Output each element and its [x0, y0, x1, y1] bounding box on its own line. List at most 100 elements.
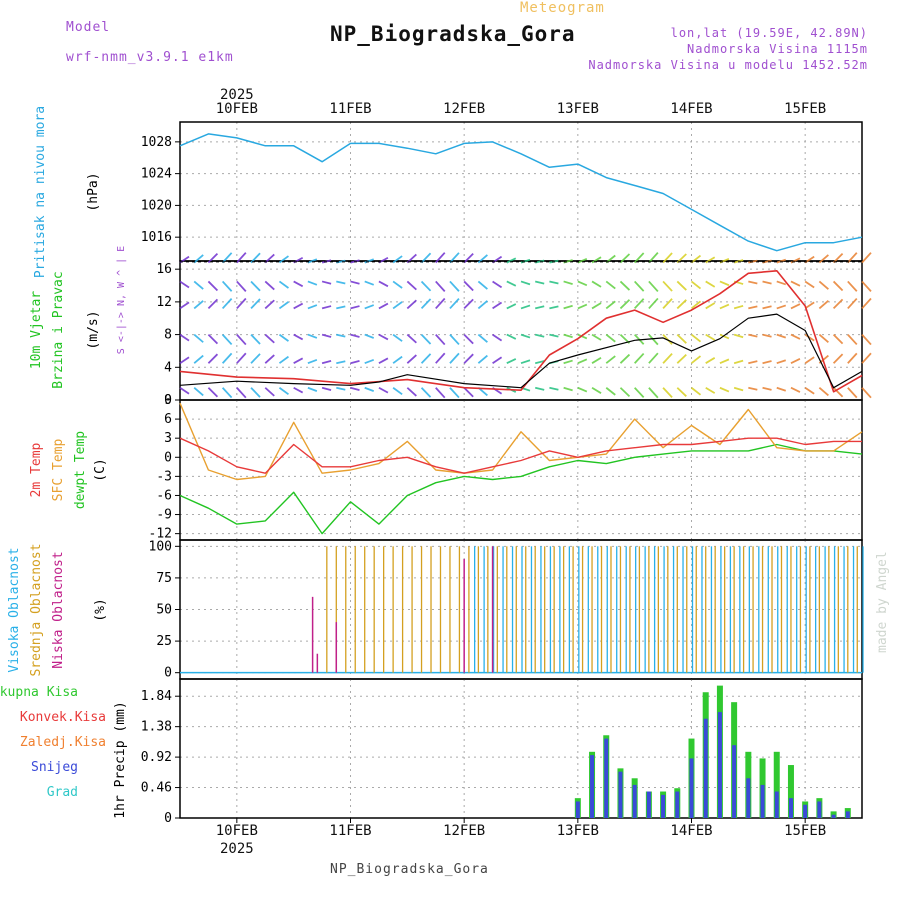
wind-barb — [520, 333, 531, 339]
wind-barb — [676, 387, 687, 397]
y-tick-label: 100 — [149, 539, 172, 554]
wind-barb — [605, 333, 616, 343]
wind-barb — [449, 280, 460, 292]
precip-bars — [180, 685, 862, 819]
wind-barb — [818, 387, 829, 397]
wind-barb — [563, 304, 573, 310]
meteogram-subtitle: Meteogram — [520, 0, 605, 16]
wind-barb — [776, 333, 787, 339]
wind-barb — [435, 280, 446, 293]
wind-barb — [662, 252, 673, 264]
cloud-side-label-3: Niska Oblacnost — [51, 551, 66, 668]
snow-bar — [618, 771, 623, 818]
wind-barb — [221, 252, 233, 264]
wind-side-label-2: Brzina i Pravac — [51, 271, 66, 388]
wind-barb — [250, 252, 261, 264]
wind-barb — [861, 352, 872, 364]
wind-barb — [818, 333, 829, 343]
wind-barb — [605, 387, 616, 396]
y-tick-label: -3 — [156, 469, 172, 484]
wind-barb — [563, 386, 573, 392]
wind-barb — [250, 280, 261, 292]
wind-barb — [690, 355, 702, 364]
wind-barb — [207, 333, 219, 345]
wind-speed-line — [179, 313, 863, 389]
wind-barb — [392, 301, 403, 310]
wind-barb — [847, 387, 858, 399]
wind-barb — [364, 304, 375, 310]
x-tick-label-top: 10FEB — [216, 101, 258, 117]
y-tick-label: -6 — [156, 488, 172, 503]
wind-barb — [719, 358, 730, 365]
snow-bar — [817, 801, 822, 818]
wind-barb — [435, 352, 446, 364]
watermark-text: made by Angel — [875, 551, 890, 653]
wind-barb — [705, 357, 716, 364]
wind-barb — [293, 280, 304, 288]
wind-barb — [350, 280, 360, 285]
wind-barb — [776, 386, 787, 392]
wind-barb — [307, 386, 318, 392]
wind-barb — [420, 333, 432, 345]
temp-side-label-3: dewpt Temp — [73, 431, 88, 509]
wind-barb — [662, 298, 673, 310]
wind-barb — [577, 303, 588, 310]
wind-barb — [378, 280, 389, 288]
wind-barb — [293, 386, 304, 394]
snow-bar — [746, 778, 751, 818]
wind-barb — [179, 280, 190, 289]
wind-barb — [676, 253, 687, 264]
wind-barb — [662, 352, 673, 364]
wind-barb — [591, 280, 602, 288]
wind-barb — [350, 359, 360, 365]
wind-barb — [364, 280, 375, 286]
wind-barb — [378, 357, 389, 364]
wind-barb — [634, 387, 645, 398]
y-tick-label: 1024 — [141, 167, 172, 182]
wind-barb — [207, 280, 219, 292]
wind-barb — [193, 354, 204, 364]
wind-barb — [520, 359, 531, 365]
wind-barb — [250, 387, 261, 398]
wind-barb — [776, 359, 787, 365]
wind-barb — [278, 301, 289, 310]
cloud-side-label-1: Visoka Oblacnost — [7, 547, 22, 672]
wind-barb — [463, 298, 474, 310]
wind-barb — [321, 333, 332, 338]
wind-barb — [776, 258, 787, 264]
wind-barb — [477, 333, 488, 343]
wind-barb — [221, 333, 233, 346]
wind-barb — [832, 353, 844, 364]
wind-barb — [236, 387, 247, 399]
wind-barb — [719, 333, 730, 340]
wind-barb — [634, 252, 645, 264]
wind-barb — [492, 356, 503, 364]
panel-5: 0 0.46 0.92 1.38 1.84 — [141, 678, 863, 826]
panel-frame — [179, 399, 863, 541]
wind-barb — [832, 387, 844, 398]
snow-bar — [689, 758, 694, 818]
y-tick-label: 0 — [164, 393, 172, 408]
cloud-bars — [180, 546, 864, 674]
temp-2m-line — [179, 437, 862, 474]
wind-barb — [676, 353, 687, 364]
wind-barb — [193, 254, 204, 264]
y-tick-label: 0 — [164, 450, 172, 465]
wind-barb — [250, 353, 261, 364]
snow-bar — [675, 791, 680, 818]
wind-barb — [293, 302, 304, 310]
wind-barb — [591, 333, 602, 341]
sfc-temp-line — [179, 402, 863, 481]
x-tick-label-top: 15FEB — [784, 101, 826, 117]
wind-barb — [790, 358, 801, 365]
wind-barb — [762, 305, 772, 310]
wind-barb — [520, 304, 531, 310]
wind-barb — [605, 355, 616, 364]
wind-barb — [506, 333, 517, 340]
wind-barb — [307, 358, 318, 365]
wind-barb — [534, 305, 545, 310]
wind-barb — [221, 387, 233, 399]
wind-barb — [179, 301, 190, 310]
wind-barb — [406, 387, 417, 397]
wind-barb — [193, 280, 204, 290]
